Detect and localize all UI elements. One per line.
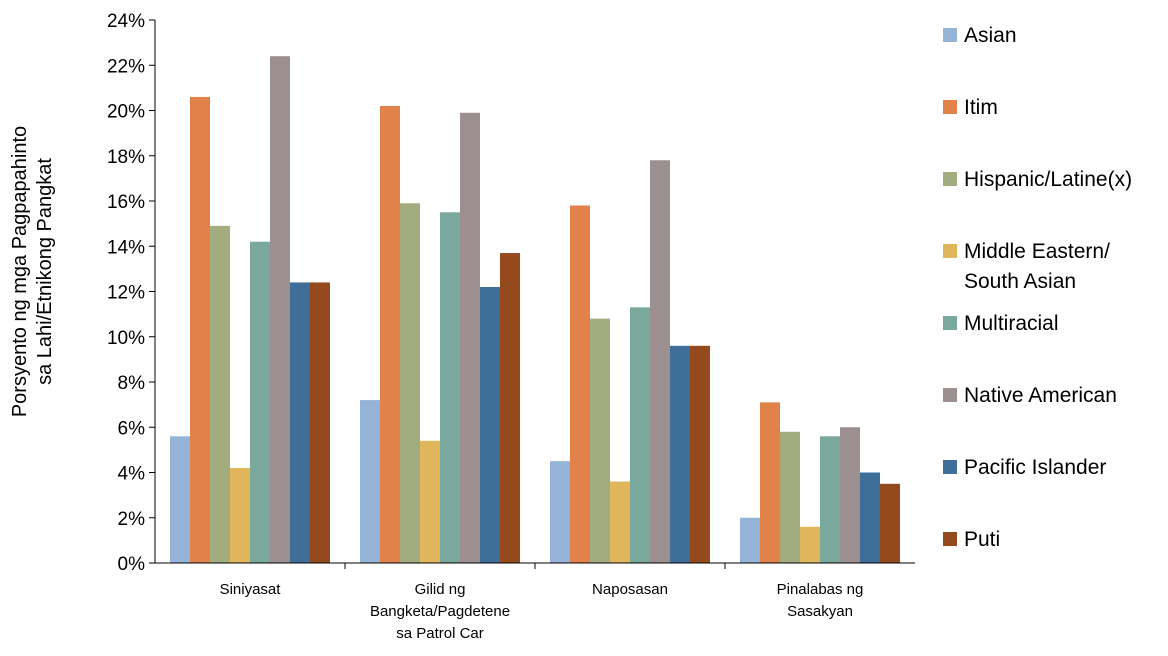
legend-swatch xyxy=(943,460,957,474)
y-axis-label: Porsyento ng mga Pagpapahinto sa Lahi/Etn… xyxy=(9,126,56,417)
bar xyxy=(360,400,380,563)
y-tick-label: 16% xyxy=(107,192,145,213)
y-tick-label: 6% xyxy=(118,418,146,439)
bar xyxy=(800,526,820,563)
y-tick-label: 10% xyxy=(107,328,145,349)
bar xyxy=(780,431,800,563)
legend-label: Pacific Islander xyxy=(964,456,1106,479)
y-axis: 0% 2% 4% 6% 8% 10% 12% 14% 16% 18% 20% 22% 24% xyxy=(107,11,156,575)
bar xyxy=(210,225,230,563)
y-tick-label: 14% xyxy=(107,237,145,258)
legend-label: Asian xyxy=(964,24,1017,47)
bar xyxy=(270,56,290,563)
bar xyxy=(590,318,610,563)
legend-swatch xyxy=(943,28,957,42)
bar xyxy=(860,472,880,563)
y-tick-label: 24% xyxy=(107,11,145,32)
y-tick-label: 18% xyxy=(107,147,145,168)
bar xyxy=(740,517,760,563)
bar xyxy=(250,241,270,563)
bar xyxy=(670,345,690,563)
legend-item: Asian xyxy=(943,24,1017,47)
x-axis: Siniyasat Gilid ng Bangketa/Pagdetene sa Pa… xyxy=(155,562,915,642)
bar xyxy=(840,427,860,563)
legend-item: Itim xyxy=(943,96,998,119)
x-tick-label: Naposasan xyxy=(592,581,668,598)
y-tick-label: 12% xyxy=(107,283,145,304)
legend: Asian Itim Hispanic/Latine(x) Middle Easter… xyxy=(943,24,1132,551)
legend-item: Middle Eastern/South Asian xyxy=(943,240,1110,293)
bar xyxy=(760,402,780,563)
legend-item: Hispanic/Latine(x) xyxy=(943,168,1132,191)
bar xyxy=(480,286,500,563)
legend-label: Multiracial xyxy=(964,312,1059,335)
legend-label: Middle Eastern/South Asian xyxy=(964,240,1110,293)
bar xyxy=(570,205,590,563)
bar xyxy=(460,112,480,563)
bar xyxy=(230,467,250,563)
bar xyxy=(290,282,310,563)
bar xyxy=(190,96,210,564)
bar xyxy=(650,160,670,563)
legend-swatch xyxy=(943,316,957,330)
y-tick-label: 2% xyxy=(118,509,146,530)
bar xyxy=(400,203,420,563)
bar xyxy=(310,282,330,563)
bars xyxy=(170,56,900,564)
legend-label: Native American xyxy=(964,384,1117,407)
y-tick-label: 20% xyxy=(107,102,145,123)
legend-swatch xyxy=(943,532,957,546)
legend-swatch xyxy=(943,100,957,114)
legend-item: Multiracial xyxy=(943,312,1059,335)
x-tick-label: Siniyasat xyxy=(220,581,282,598)
legend-label: Puti xyxy=(964,528,1000,551)
bar xyxy=(170,436,190,563)
bar xyxy=(420,440,440,563)
bar xyxy=(500,253,520,563)
bar xyxy=(440,212,460,563)
bar xyxy=(610,481,630,563)
x-tick-label: Gilid ng Bangketa/Pagdetene sa Patrol Car xyxy=(370,581,510,642)
x-tick-label: Pinalabas ng Sasakyan xyxy=(777,581,864,620)
y-tick-label: 8% xyxy=(118,373,146,394)
y-tick-label: 0% xyxy=(118,554,146,575)
legend-item: Native American xyxy=(943,384,1117,407)
bar xyxy=(550,461,570,563)
legend-item: Pacific Islander xyxy=(943,456,1106,479)
legend-item: Puti xyxy=(943,528,1000,551)
bar xyxy=(690,345,710,563)
legend-label: Hispanic/Latine(x) xyxy=(964,168,1132,191)
legend-swatch xyxy=(943,172,957,186)
bar xyxy=(820,436,840,563)
bar xyxy=(630,307,650,563)
bar xyxy=(880,483,900,563)
bar xyxy=(380,105,400,563)
legend-swatch xyxy=(943,244,957,258)
y-axis-title: Porsyento ng mga Pagpapahinto sa Lahi/Etn… xyxy=(9,126,56,417)
y-tick-label: 4% xyxy=(118,464,146,485)
y-tick-label: 22% xyxy=(107,56,145,77)
legend-swatch xyxy=(943,388,957,402)
legend-label: Itim xyxy=(964,96,998,119)
